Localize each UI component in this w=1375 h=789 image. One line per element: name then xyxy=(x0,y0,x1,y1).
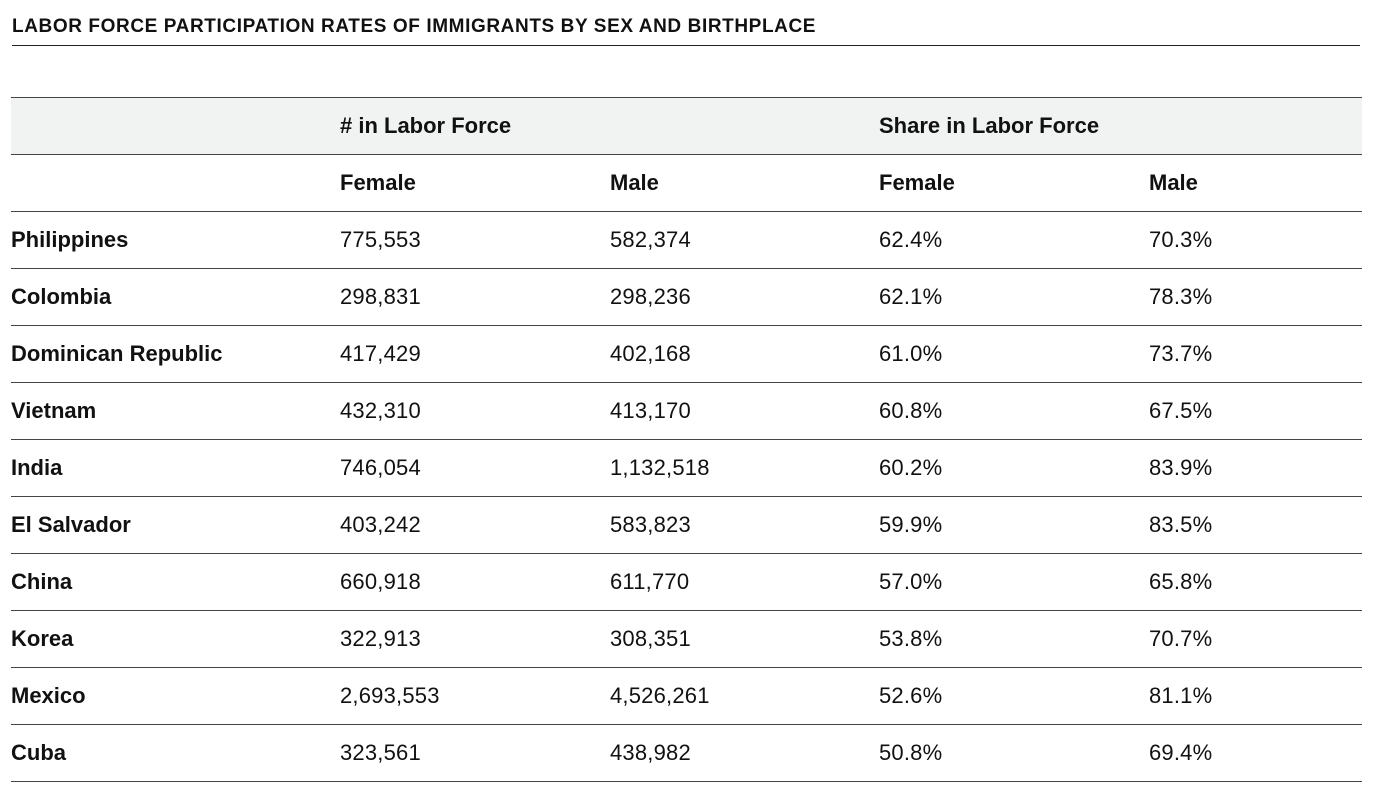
table-body: Philippines 775,553 582,374 62.4% 70.3% Colom… xyxy=(11,211,1362,782)
count-male-cell: 438,982 xyxy=(610,724,879,782)
empty-header-cell xyxy=(11,97,340,155)
table-row: Dominican Republic 417,429 402,168 61.0% 73.… xyxy=(11,325,1362,383)
count-male-cell: 611,770 xyxy=(610,553,879,611)
country-cell: Mexico xyxy=(11,667,340,725)
country-cell: India xyxy=(11,439,340,497)
country-cell: Vietnam xyxy=(11,382,340,440)
count-male-cell: 308,351 xyxy=(610,610,879,668)
count-male-header: Male xyxy=(610,154,879,212)
share-female-cell: 61.0% xyxy=(879,325,1149,383)
count-female-cell: 660,918 xyxy=(340,553,610,611)
count-male-cell: 298,236 xyxy=(610,268,879,326)
count-female-cell: 298,831 xyxy=(340,268,610,326)
table-row: Philippines 775,553 582,374 62.4% 70.3% xyxy=(11,211,1362,269)
share-male-header: Male xyxy=(1149,154,1362,212)
count-female-cell: 417,429 xyxy=(340,325,610,383)
empty-subheader-cell xyxy=(11,154,340,212)
group-header-row: # in Labor Force Share in Labor Force xyxy=(11,97,1362,155)
count-male-cell: 1,132,518 xyxy=(610,439,879,497)
share-female-header: Female xyxy=(879,154,1149,212)
table-row: China 660,918 611,770 57.0% 65.8% xyxy=(11,553,1362,611)
share-female-cell: 50.8% xyxy=(879,724,1149,782)
count-female-header: Female xyxy=(340,154,610,212)
country-cell: Dominican Republic xyxy=(11,325,340,383)
share-male-cell: 73.7% xyxy=(1149,325,1362,383)
country-cell: Korea xyxy=(11,610,340,668)
count-male-cell: 582,374 xyxy=(610,211,879,269)
table-row: Mexico 2,693,553 4,526,261 52.6% 81.1% xyxy=(11,667,1362,725)
country-cell: El Salvador xyxy=(11,496,340,554)
table-row: Cuba 323,561 438,982 50.8% 69.4% xyxy=(11,724,1362,782)
share-female-cell: 59.9% xyxy=(879,496,1149,554)
table-row: India 746,054 1,132,518 60.2% 83.9% xyxy=(11,439,1362,497)
share-male-cell: 69.4% xyxy=(1149,724,1362,782)
country-cell: China xyxy=(11,553,340,611)
share-female-cell: 62.1% xyxy=(879,268,1149,326)
country-cell: Philippines xyxy=(11,211,340,269)
count-female-cell: 432,310 xyxy=(340,382,610,440)
share-male-cell: 65.8% xyxy=(1149,553,1362,611)
share-female-cell: 60.8% xyxy=(879,382,1149,440)
sub-header-row: Female Male Female Male xyxy=(11,154,1362,212)
count-female-cell: 403,242 xyxy=(340,496,610,554)
count-male-cell: 402,168 xyxy=(610,325,879,383)
share-male-cell: 70.7% xyxy=(1149,610,1362,668)
count-female-cell: 2,693,553 xyxy=(340,667,610,725)
table-row: Korea 322,913 308,351 53.8% 70.7% xyxy=(11,610,1362,668)
share-male-cell: 70.3% xyxy=(1149,211,1362,269)
count-female-cell: 322,913 xyxy=(340,610,610,668)
count-male-cell: 583,823 xyxy=(610,496,879,554)
share-female-cell: 60.2% xyxy=(879,439,1149,497)
share-male-cell: 78.3% xyxy=(1149,268,1362,326)
share-female-cell: 62.4% xyxy=(879,211,1149,269)
share-male-cell: 81.1% xyxy=(1149,667,1362,725)
count-female-cell: 775,553 xyxy=(340,211,610,269)
share-male-cell: 67.5% xyxy=(1149,382,1362,440)
table-row: Colombia 298,831 298,236 62.1% 78.3% xyxy=(11,268,1362,326)
country-cell: Colombia xyxy=(11,268,340,326)
share-female-cell: 57.0% xyxy=(879,553,1149,611)
share-female-cell: 52.6% xyxy=(879,667,1149,725)
count-male-cell: 413,170 xyxy=(610,382,879,440)
table-title: LABOR FORCE PARTICIPATION RATES OF IMMIG… xyxy=(12,16,1360,46)
share-male-cell: 83.9% xyxy=(1149,439,1362,497)
country-cell: Cuba xyxy=(11,724,340,782)
count-group-header: # in Labor Force xyxy=(340,97,879,155)
count-female-cell: 323,561 xyxy=(340,724,610,782)
table-row: El Salvador 403,242 583,823 59.9% 83.5% xyxy=(11,496,1362,554)
count-female-cell: 746,054 xyxy=(340,439,610,497)
table-row: Vietnam 432,310 413,170 60.8% 67.5% xyxy=(11,382,1362,440)
labor-force-table: # in Labor Force Share in Labor Force Fe… xyxy=(11,97,1362,782)
share-female-cell: 53.8% xyxy=(879,610,1149,668)
share-male-cell: 83.5% xyxy=(1149,496,1362,554)
share-group-header: Share in Labor Force xyxy=(879,97,1362,155)
count-male-cell: 4,526,261 xyxy=(610,667,879,725)
